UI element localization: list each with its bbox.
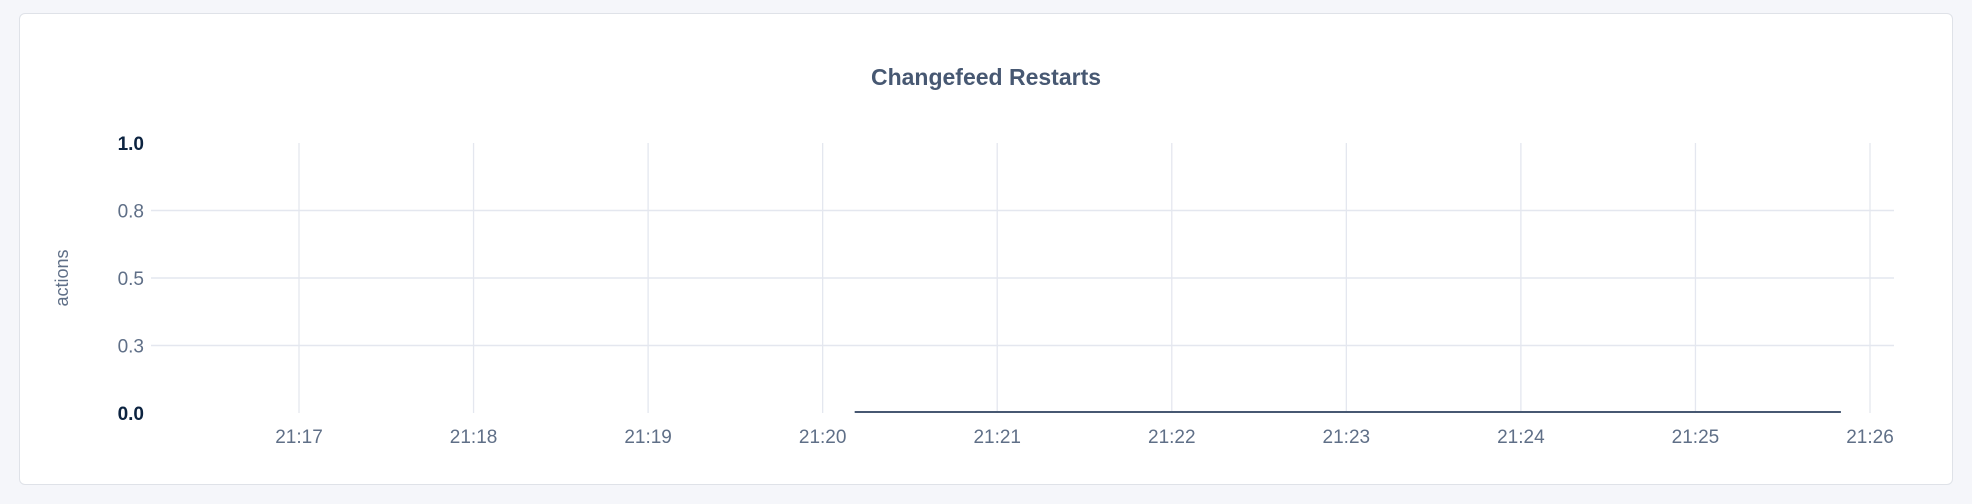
y-tick-label: 0.0 bbox=[118, 404, 144, 425]
x-tick-label: 21:18 bbox=[450, 427, 498, 448]
x-tick-label: 21:19 bbox=[624, 427, 672, 448]
chart-card: Changefeed Restarts bbox=[19, 13, 1953, 485]
x-tick-label: 21:20 bbox=[799, 427, 847, 448]
y-tick-label: 0.5 bbox=[118, 269, 144, 290]
y-tick-label: 0.8 bbox=[118, 202, 144, 223]
x-tick-label: 21:21 bbox=[973, 427, 1021, 448]
x-tick-label: 21:25 bbox=[1672, 427, 1720, 448]
y-tick-label: 0.3 bbox=[118, 337, 144, 358]
chart-title: Changefeed Restarts bbox=[870, 64, 1102, 90]
y-tick-label: 1.0 bbox=[118, 134, 144, 155]
x-tick-label: 21:23 bbox=[1323, 427, 1371, 448]
x-tick-label: 21:22 bbox=[1148, 427, 1196, 448]
x-tick-label: 21:26 bbox=[1846, 427, 1894, 448]
y-axis-label: actions bbox=[52, 249, 72, 306]
x-tick-label: 21:24 bbox=[1497, 427, 1545, 448]
x-tick-label: 21:17 bbox=[275, 427, 323, 448]
